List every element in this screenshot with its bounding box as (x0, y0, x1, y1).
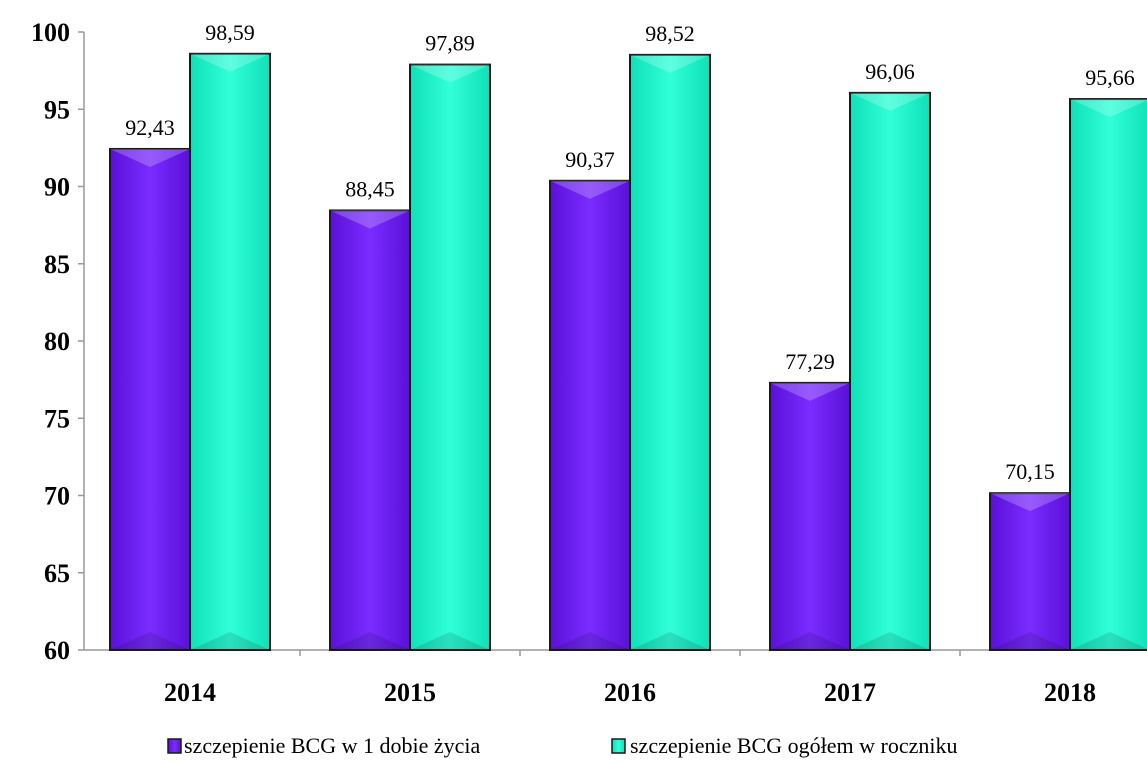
bar (630, 55, 710, 650)
bar (110, 149, 190, 650)
legend-swatch (168, 739, 181, 753)
y-tick-label: 90 (44, 173, 70, 202)
bar (850, 93, 930, 650)
bar-body (990, 493, 1070, 650)
data-label: 70,15 (1005, 459, 1055, 484)
bar (1070, 99, 1147, 650)
data-label: 92,43 (125, 115, 175, 140)
x-tick-label: 2016 (604, 678, 656, 707)
bar-body (770, 383, 850, 650)
y-tick-label: 70 (44, 482, 70, 511)
data-label: 88,45 (345, 176, 395, 201)
data-label: 77,29 (785, 349, 835, 374)
bar (770, 383, 850, 650)
bar (330, 210, 410, 650)
x-tick-label: 2015 (384, 678, 436, 707)
x-tick-label: 2017 (824, 678, 876, 707)
bars (110, 54, 1147, 650)
y-tick-label: 60 (44, 636, 70, 665)
bar (990, 493, 1070, 650)
x-tick-label: 2014 (164, 678, 216, 707)
legend-swatch (612, 739, 625, 753)
legend-label: szczepienie BCG w 1 dobie życia (184, 733, 481, 758)
bar (190, 54, 270, 650)
legend-item: szczepienie BCG ogółem w roczniku (612, 733, 957, 758)
bar-body (330, 210, 410, 650)
bar-body (410, 65, 490, 650)
y-tick-label: 85 (44, 250, 70, 279)
data-label: 98,52 (645, 21, 695, 46)
legend-item: szczepienie BCG w 1 dobie życia (168, 733, 481, 758)
x-tick-label: 2018 (1044, 678, 1096, 707)
y-tick-label: 100 (31, 18, 70, 47)
bar-body (550, 181, 630, 650)
y-tick-label: 65 (44, 559, 70, 588)
legend: szczepienie BCG w 1 dobie życia szczepien… (168, 733, 957, 758)
bar-body (630, 55, 710, 650)
bar-body (1070, 99, 1147, 650)
legend-label: szczepienie BCG ogółem w roczniku (630, 733, 957, 758)
data-label: 95,66 (1085, 65, 1135, 90)
y-tick-label: 75 (44, 404, 70, 433)
bar-body (110, 149, 190, 650)
bar-body (190, 54, 270, 650)
bar (410, 65, 490, 650)
bar-body (850, 93, 930, 650)
y-tick-label: 95 (44, 95, 70, 124)
data-label: 97,89 (425, 31, 475, 56)
data-label: 96,06 (865, 59, 915, 84)
data-label: 98,59 (205, 20, 255, 45)
data-label: 90,37 (565, 147, 615, 172)
y-tick-label: 80 (44, 327, 70, 356)
bar (550, 181, 630, 650)
